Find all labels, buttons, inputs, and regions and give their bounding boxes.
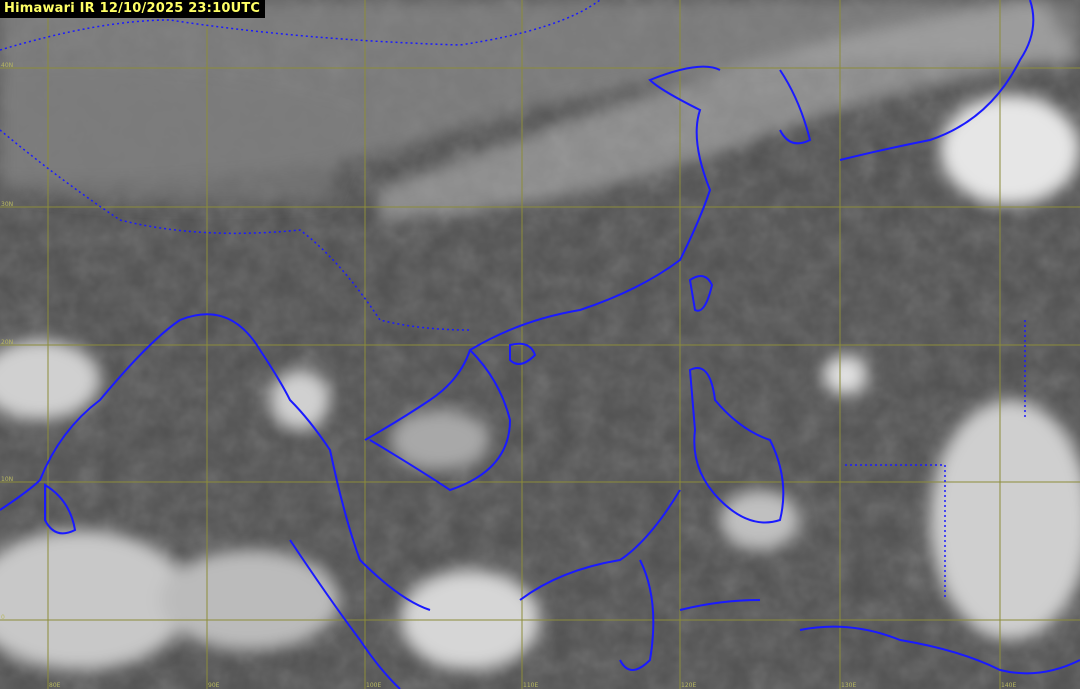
longitude-label: 100E	[366, 682, 381, 689]
latitude-label: 30N	[1, 201, 13, 208]
longitude-label: 130E	[841, 682, 856, 689]
longitude-label: 110E	[523, 682, 538, 689]
latitude-label: 10N	[1, 476, 13, 483]
latitude-label: 40N	[1, 62, 13, 69]
borders	[0, 0, 1026, 600]
cloud-regions	[0, 0, 1080, 670]
longitude-label: 90E	[208, 682, 220, 689]
longitude-label: 80E	[49, 682, 61, 689]
longitude-label: 140E	[1001, 682, 1016, 689]
latitude-label: 20N	[1, 339, 13, 346]
image-title: Himawari IR 12/10/2025 23:10UTC	[0, 0, 266, 18]
longitude-label: 120E	[681, 682, 696, 689]
latitude-label: 0	[1, 614, 5, 621]
